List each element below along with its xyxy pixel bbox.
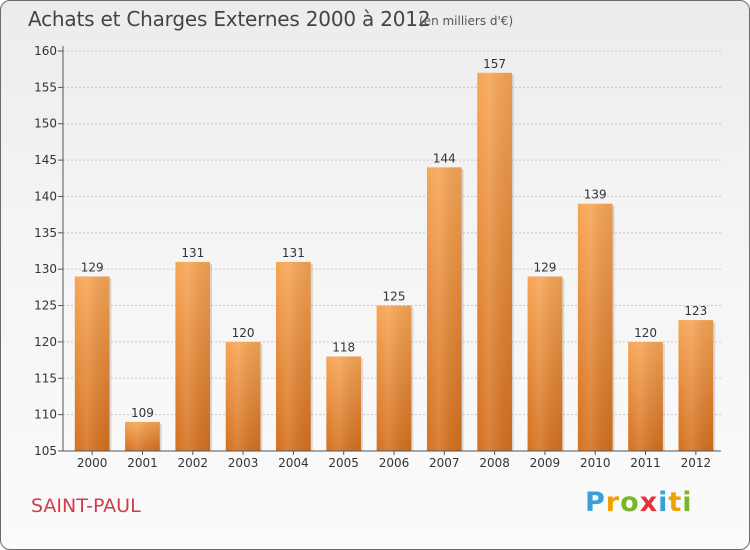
value-label: 120 (634, 326, 657, 340)
x-tick-label: 2002 (177, 456, 208, 470)
value-label: 129 (81, 260, 104, 274)
commune-name: SAINT-PAUL (31, 495, 141, 517)
value-label: 131 (181, 246, 204, 260)
y-tick-label: 115 (34, 371, 57, 385)
bar-shine (628, 341, 663, 451)
y-tick-label: 125 (34, 299, 57, 313)
value-label: 144 (433, 151, 456, 165)
y-tick-label: 120 (34, 335, 57, 349)
proxiti-logo[interactable]: Proxiti (585, 487, 693, 518)
value-label: 125 (383, 290, 406, 304)
chart-subtitle: (en milliers d'€) (419, 14, 514, 28)
y-tick-label: 155 (34, 80, 57, 94)
logo-letter: r (605, 487, 621, 518)
bar-shine (326, 356, 362, 451)
x-tick-label: 2011 (630, 456, 661, 470)
y-tick-label: 130 (34, 262, 57, 276)
value-label: 131 (282, 246, 305, 260)
axes: 105 110 115 120 125 130 135 140 145 150 155 160 2000… (34, 44, 721, 470)
bar-shine (527, 276, 563, 451)
value-label: 123 (684, 304, 707, 318)
bar-shine (125, 421, 160, 451)
logo-letter: i (682, 487, 693, 518)
x-tick-label: 2006 (379, 456, 410, 470)
value-label: 139 (584, 188, 607, 202)
y-tick-label: 150 (34, 117, 57, 131)
x-tick-label: 2003 (228, 456, 259, 470)
value-label: 120 (232, 326, 255, 340)
bar-shine (74, 276, 110, 451)
y-tick-label: 145 (34, 153, 57, 167)
logo-letter: x (639, 487, 659, 518)
value-label: 129 (533, 260, 556, 274)
x-tick-label: 2012 (681, 456, 712, 470)
value-label: 118 (332, 340, 355, 354)
bar-shine (678, 320, 714, 451)
y-tick-label: 110 (34, 408, 57, 422)
x-tick-label: 2001 (127, 456, 158, 470)
x-tick-label: 2004 (278, 456, 309, 470)
bar-shine (577, 203, 613, 451)
value-labels: 129 109 131 120 131 118 125 144 157 129 139 120 123 (81, 57, 708, 420)
bar-shine (477, 72, 512, 452)
x-tick-label: 2005 (328, 456, 359, 470)
x-tick-label: 2008 (479, 456, 510, 470)
bar-shine (225, 341, 261, 451)
y-tick-label: 140 (34, 189, 57, 203)
chart-title: Achats et Charges Externes 2000 à 2012 (28, 7, 431, 31)
logo-letter: o (620, 487, 640, 518)
value-label: 157 (483, 57, 506, 71)
logo-letter: P (585, 487, 606, 518)
bar-shine (376, 305, 412, 451)
y-tick-label: 160 (34, 44, 57, 58)
value-label: 109 (131, 406, 154, 420)
x-tick-label: 2000 (77, 456, 108, 470)
bar-shine (426, 167, 462, 451)
logo-letter: t (668, 487, 683, 518)
bar-shine (175, 261, 211, 451)
x-tick-label: 2009 (530, 456, 561, 470)
bar-shine (276, 261, 311, 451)
bars (74, 72, 716, 452)
logo-letter: i (658, 487, 669, 518)
y-tick-label: 105 (34, 444, 57, 458)
x-tick-label: 2010 (580, 456, 611, 470)
y-tick-label: 135 (34, 226, 57, 240)
x-tick-label: 2007 (429, 456, 460, 470)
